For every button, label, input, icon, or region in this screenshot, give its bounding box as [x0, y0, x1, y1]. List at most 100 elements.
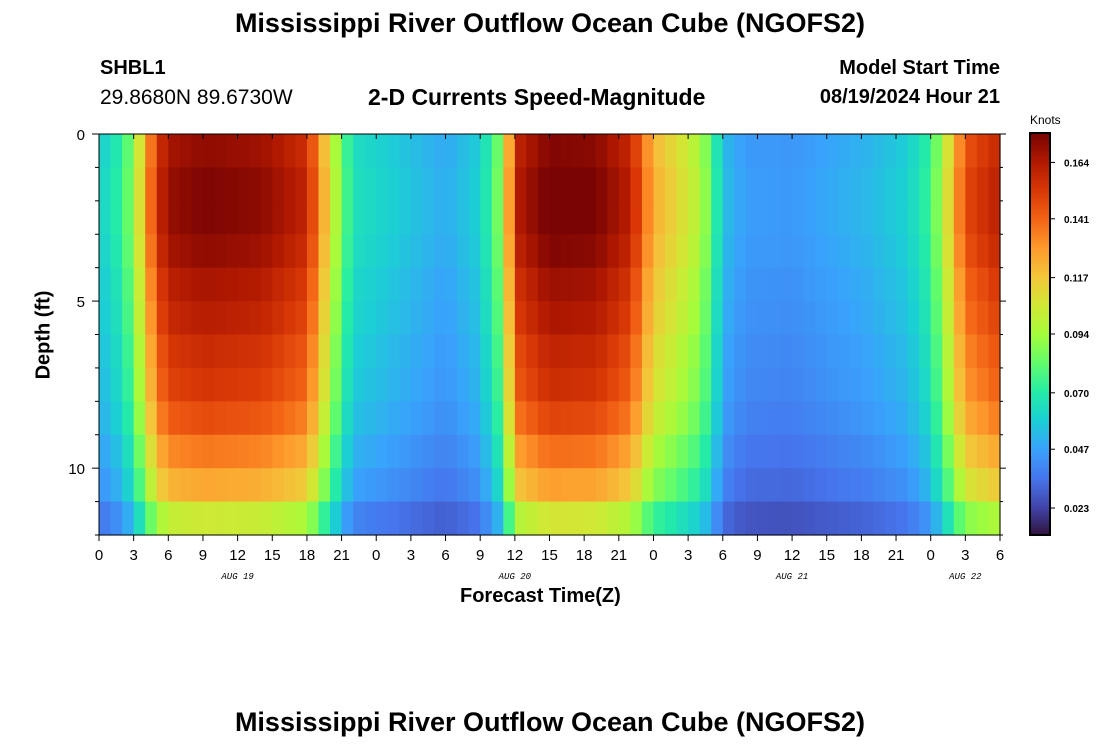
heatmap-cell [122, 301, 135, 336]
heatmap-cell [988, 401, 1001, 436]
heatmap-cell [653, 468, 666, 503]
heatmap-cell [988, 267, 1001, 302]
heatmap-cell [745, 200, 759, 235]
heatmap-cell [110, 401, 123, 436]
y-axis-label: Depth (ft) [32, 290, 55, 380]
heatmap-cell [711, 234, 724, 269]
heatmap-cell [676, 167, 689, 202]
heatmap-cell [191, 401, 204, 436]
heatmap-cell [191, 468, 204, 503]
heatmap-cell [549, 401, 562, 436]
heatmap-cell [757, 200, 770, 235]
heatmap-cell [872, 334, 886, 369]
colorbar-segment [1030, 419, 1050, 423]
heatmap-cell [110, 501, 123, 536]
heatmap-cell [861, 334, 874, 369]
colorbar-segment [1030, 323, 1050, 327]
heatmap-cell [930, 401, 943, 436]
heatmap-cell [803, 434, 816, 469]
heatmap-cell [295, 267, 308, 302]
heatmap-cell [757, 468, 770, 503]
heatmap-cell [110, 267, 123, 302]
heatmap-cell [468, 134, 481, 169]
heatmap-cell [191, 267, 204, 302]
colorbar-segment [1030, 532, 1050, 536]
heatmap-cell [607, 468, 620, 503]
heatmap-cell [792, 301, 805, 336]
heatmap-cell [168, 468, 181, 503]
colorbar-segment [1030, 286, 1050, 290]
colorbar-segment [1030, 512, 1050, 516]
heatmap-cell [306, 200, 320, 235]
colorbar-segment [1030, 230, 1050, 234]
heatmap-cells [99, 134, 1001, 536]
heatmap-cell [387, 167, 400, 202]
heatmap-cell [272, 267, 285, 302]
heatmap-cell [399, 501, 412, 536]
heatmap-cell [237, 401, 250, 436]
x-tick-label: 6 [996, 547, 1004, 564]
heatmap-cell [665, 401, 678, 436]
heatmap-cell [699, 200, 712, 235]
heatmap-cell [480, 468, 493, 503]
heatmap-cell [491, 468, 504, 503]
colorbar-segment [1030, 409, 1050, 413]
x-tick-label: 0 [372, 547, 380, 564]
heatmap-cell [988, 200, 1001, 235]
heatmap-cell [353, 134, 366, 169]
colorbar-segment [1030, 529, 1050, 533]
heatmap-cell [295, 334, 308, 369]
heatmap-cell [907, 434, 920, 469]
colorbar-segment [1030, 484, 1050, 488]
heatmap-cell [237, 200, 250, 235]
x-tick-label: 3 [684, 547, 692, 564]
heatmap-cell [965, 301, 978, 336]
heatmap-cell [838, 468, 851, 503]
heatmap-cell [110, 301, 123, 336]
heatmap-cell [514, 334, 527, 369]
heatmap-cell [561, 367, 574, 402]
colorbar-segment [1030, 225, 1050, 229]
heatmap-cell [942, 501, 955, 536]
heatmap-cell [595, 200, 608, 235]
heatmap-cell [861, 401, 874, 436]
colorbar-segment [1030, 492, 1050, 496]
x-day-label: AUG 19 [220, 572, 254, 582]
heatmap-cell [861, 267, 874, 302]
heatmap-cell [376, 134, 389, 169]
heatmap-cell [699, 167, 712, 202]
heatmap-cell [353, 468, 366, 503]
heatmap-cell [514, 301, 527, 336]
heatmap-cell [514, 367, 527, 402]
heatmap-cell [422, 134, 435, 169]
footer-title: Mississippi River Outflow Ocean Cube (NG… [234, 707, 866, 737]
heatmap-cell [537, 200, 551, 235]
heatmap-cell [179, 134, 193, 169]
heatmap-cell [249, 401, 262, 436]
heatmap-cell [618, 234, 631, 269]
heatmap-cell [110, 367, 123, 402]
colorbar-segment [1030, 336, 1050, 340]
heatmap-cell [630, 434, 643, 469]
heatmap-cell [826, 167, 839, 202]
heatmap-cell [745, 434, 759, 469]
heatmap-cell [988, 501, 1001, 536]
heatmap-cell [133, 234, 146, 269]
heatmap-cell [641, 200, 655, 235]
heatmap-cell [953, 468, 966, 503]
colorbar-segment [1030, 454, 1050, 458]
heatmap-cell [295, 501, 308, 536]
heatmap-cell [849, 267, 862, 302]
heatmap-cell [376, 267, 389, 302]
heatmap-cell [722, 267, 735, 302]
heatmap-cell [353, 301, 366, 336]
heatmap-cell [688, 301, 701, 336]
heatmap-cell [353, 267, 366, 302]
heatmap-cell [214, 334, 227, 369]
x-tick-label: 15 [541, 547, 558, 564]
colorbar-segment [1030, 437, 1050, 441]
heatmap-cell [965, 134, 978, 169]
heatmap-cell [988, 367, 1001, 402]
heatmap-cell [272, 468, 285, 503]
heatmap-cell [341, 301, 354, 336]
